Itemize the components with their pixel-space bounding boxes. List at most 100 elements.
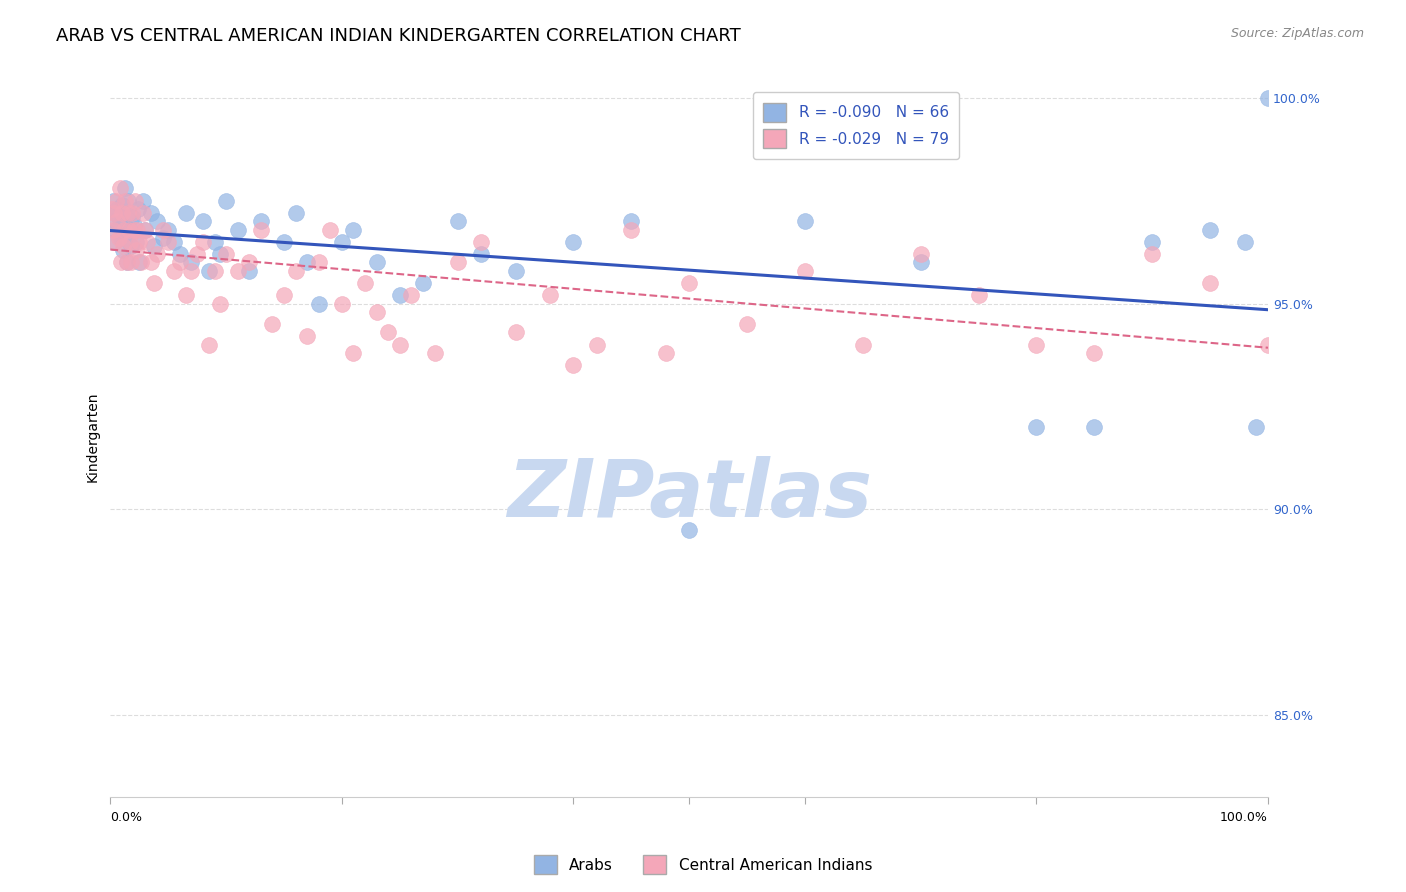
Point	[366, 304, 388, 318]
Point	[122, 222, 145, 236]
Point	[215, 194, 238, 208]
Point	[226, 222, 249, 236]
Point	[110, 255, 132, 269]
Point	[273, 235, 295, 249]
Point	[107, 231, 129, 245]
Point	[562, 358, 585, 372]
Point	[132, 206, 155, 220]
Point	[139, 206, 162, 220]
Point	[152, 231, 174, 245]
Point	[620, 222, 643, 236]
Point	[191, 214, 214, 228]
Point	[143, 239, 166, 253]
Point	[204, 263, 226, 277]
Point	[412, 276, 434, 290]
Point	[250, 222, 273, 236]
Point	[121, 206, 143, 220]
Point	[273, 288, 295, 302]
Point	[174, 288, 197, 302]
Point	[111, 198, 134, 212]
Point	[117, 206, 139, 220]
Point	[125, 222, 148, 236]
Point	[105, 222, 128, 236]
Point	[238, 255, 260, 269]
Point	[198, 263, 221, 277]
Point	[122, 219, 145, 233]
Point	[143, 276, 166, 290]
Point	[238, 263, 260, 277]
Point	[163, 263, 186, 277]
Point	[388, 337, 411, 351]
Point	[284, 263, 307, 277]
Point	[108, 219, 131, 233]
Point	[103, 206, 125, 220]
Point	[967, 288, 990, 302]
Point	[157, 235, 180, 249]
Point	[794, 214, 817, 228]
Point	[330, 235, 353, 249]
Point	[470, 235, 492, 249]
Point	[134, 222, 156, 236]
Point	[115, 255, 138, 269]
Point	[330, 296, 353, 310]
Point	[366, 255, 388, 269]
Point	[678, 523, 700, 537]
Point	[120, 235, 142, 249]
Point	[120, 239, 142, 253]
Point	[152, 222, 174, 236]
Point	[118, 206, 141, 220]
Point	[284, 206, 307, 220]
Point	[1140, 247, 1163, 261]
Point	[112, 227, 135, 241]
Point	[423, 346, 446, 360]
Point	[180, 263, 202, 277]
Point	[163, 235, 186, 249]
Point	[295, 329, 318, 343]
Text: ZIPatlas: ZIPatlas	[506, 456, 872, 533]
Point	[115, 255, 138, 269]
Point	[308, 255, 330, 269]
Point	[129, 255, 152, 269]
Point	[112, 243, 135, 257]
Point	[157, 222, 180, 236]
Point	[128, 255, 150, 269]
Point	[105, 194, 128, 208]
Point	[319, 222, 342, 236]
Point	[100, 214, 122, 228]
Point	[174, 206, 197, 220]
Point	[226, 263, 249, 277]
Point	[1199, 276, 1222, 290]
Point	[107, 210, 129, 224]
Point	[215, 247, 238, 261]
Point	[120, 222, 142, 236]
Point	[470, 247, 492, 261]
Point	[447, 214, 470, 228]
Point	[128, 235, 150, 249]
Text: ARAB VS CENTRAL AMERICAN INDIAN KINDERGARTEN CORRELATION CHART: ARAB VS CENTRAL AMERICAN INDIAN KINDERGA…	[56, 27, 741, 45]
Point	[447, 255, 470, 269]
Point	[1025, 419, 1047, 434]
Point	[112, 222, 135, 236]
Point	[180, 255, 202, 269]
Point	[104, 206, 127, 220]
Point	[105, 214, 128, 228]
Point	[1083, 419, 1105, 434]
Point	[388, 288, 411, 302]
Point	[735, 317, 758, 331]
Point	[145, 214, 167, 228]
Point	[169, 255, 191, 269]
Text: 100.0%: 100.0%	[1220, 811, 1268, 824]
Point	[103, 235, 125, 249]
Point	[124, 194, 146, 208]
Point	[1083, 346, 1105, 360]
Point	[250, 214, 273, 228]
Legend: R = -0.090   N = 66, R = -0.029   N = 79: R = -0.090 N = 66, R = -0.029 N = 79	[752, 92, 959, 159]
Point	[136, 235, 159, 249]
Point	[209, 296, 232, 310]
Point	[118, 222, 141, 236]
Point	[562, 235, 585, 249]
Point	[117, 194, 139, 208]
Point	[169, 247, 191, 261]
Point	[198, 337, 221, 351]
Point	[655, 346, 678, 360]
